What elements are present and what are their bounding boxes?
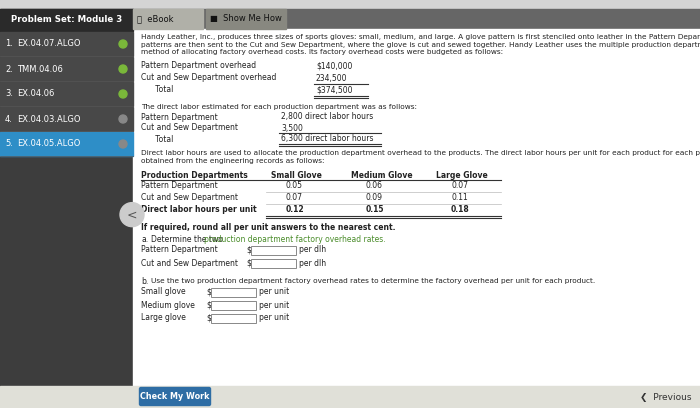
Text: 1.: 1. [5,40,13,49]
Text: EX.04.03.ALGO: EX.04.03.ALGO [17,115,80,124]
Text: ■  Show Me How: ■ Show Me How [210,15,282,24]
Text: ❮  Previous: ❮ Previous [640,392,692,401]
Text: 4.: 4. [5,115,13,124]
Bar [0,57,133,81]
Text: $: $ [246,259,251,268]
Bar [251,259,296,268]
Text: $140,000: $140,000 [316,62,352,71]
Text: $: $ [246,246,251,255]
Text: Check My Work: Check My Work [140,392,210,401]
Text: 0.07: 0.07 [451,182,468,191]
Bar [251,246,296,255]
Text: per dlh: per dlh [299,246,326,255]
Text: 234,500: 234,500 [316,73,347,82]
Text: Small glove: Small glove [141,288,186,297]
Bar [0,107,133,131]
Text: Large glove: Large glove [141,313,186,322]
Text: The direct labor estimated for each production department was as follows:: The direct labor estimated for each prod… [141,104,417,109]
Text: EX.04.05.ALGO: EX.04.05.ALGO [17,140,80,149]
Text: 5.: 5. [5,140,13,149]
Text: 0.12: 0.12 [286,206,304,215]
Text: $374,500: $374,500 [316,86,353,95]
Text: Progress:  5/5 Items: Progress: 5/5 Items [29,397,104,406]
Text: Handy Leather, Inc., produces three sizes of sports gloves: small, medium, and l: Handy Leather, Inc., produces three size… [141,34,700,40]
Text: Production Departments: Production Departments [141,171,248,180]
Text: Pattern Department: Pattern Department [141,182,218,191]
Text: Medium Glove: Medium Glove [351,171,412,180]
FancyBboxPatch shape [139,388,211,406]
Text: TMM.04.06: TMM.04.06 [17,64,63,73]
Text: method of allocating factory overhead costs. Its factory overhead costs were bud: method of allocating factory overhead co… [141,49,503,55]
Text: per unit: per unit [259,313,289,322]
Text: obtained from the engineering records as follows:: obtained from the engineering records as… [141,158,325,164]
Text: Cut and Sew Department: Cut and Sew Department [141,259,238,268]
Bar [0,32,133,56]
Text: Problem Set: Module 3: Problem Set: Module 3 [11,16,122,24]
Text: Use the two production department factory overhead rates to determine the factor: Use the two production department factor… [151,277,595,284]
Bar [133,9,700,29]
Bar [0,9,133,408]
Bar [211,313,256,322]
Bar [0,132,133,156]
Text: 2,800 direct labor hours: 2,800 direct labor hours [281,113,373,122]
Text: production department factory overhead rates.: production department factory overhead r… [204,235,386,244]
Text: Pattern Department: Pattern Department [141,113,218,122]
Text: If required, round all per unit answers to the nearest cent.: If required, round all per unit answers … [141,224,396,233]
Text: 0.18: 0.18 [451,206,470,215]
Circle shape [120,203,144,226]
Bar [0,82,133,106]
Text: Medium glove: Medium glove [141,301,195,310]
Text: a.: a. [141,235,148,244]
Text: EX.04.06: EX.04.06 [17,89,55,98]
Text: 0.11: 0.11 [451,193,468,202]
Text: 2.: 2. [5,64,13,73]
Text: EX.04.07.ALGO: EX.04.07.ALGO [17,40,80,49]
Text: $: $ [206,313,211,322]
Text: 📖  eBook: 📖 eBook [137,15,174,24]
Text: patterns are then sent to the Cut and Sew Department, where the glove is cut and: patterns are then sent to the Cut and Se… [141,42,700,47]
Text: Direct labor hours per unit: Direct labor hours per unit [141,206,257,215]
Text: Determine the two: Determine the two [151,235,225,244]
Text: Cut and Sew Department: Cut and Sew Department [141,124,238,133]
Text: Cut and Sew Department: Cut and Sew Department [141,193,238,202]
Circle shape [119,90,127,98]
Text: Cut and Sew Department overhead: Cut and Sew Department overhead [141,73,276,82]
Circle shape [119,140,127,148]
Circle shape [119,40,127,48]
Text: $: $ [206,301,211,310]
Bar [133,29,700,386]
Text: 0.09: 0.09 [366,193,383,202]
Text: 3,500: 3,500 [281,124,303,133]
Text: b.: b. [141,277,148,286]
Text: Pattern Department: Pattern Department [141,246,218,255]
Text: $: $ [206,288,211,297]
Text: 0.06: 0.06 [366,182,383,191]
Text: Total: Total [141,135,174,144]
Bar [211,288,256,297]
Text: Pattern Department overhead: Pattern Department overhead [141,62,256,71]
Text: <: < [127,208,137,221]
Text: per dlh: per dlh [299,259,326,268]
Text: 0.05: 0.05 [286,182,303,191]
Bar [0,0,700,9]
Text: 0.07: 0.07 [286,193,303,202]
Bar [211,301,256,310]
Bar [0,386,700,408]
Bar [0,9,133,31]
Text: 3.: 3. [5,89,13,98]
Text: Small Glove: Small Glove [271,171,322,180]
Circle shape [119,115,127,123]
Circle shape [119,65,127,73]
Bar [133,9,203,29]
Bar [206,9,286,29]
Text: 6,300 direct labor hours: 6,300 direct labor hours [281,135,374,144]
Text: per unit: per unit [259,288,289,297]
Text: Total: Total [141,86,174,95]
Text: Large Glove: Large Glove [436,171,488,180]
Text: 0.15: 0.15 [366,206,384,215]
Text: Direct labor hours are used to allocate the production department overhead to th: Direct labor hours are used to allocate … [141,151,700,157]
Text: per unit: per unit [259,301,289,310]
